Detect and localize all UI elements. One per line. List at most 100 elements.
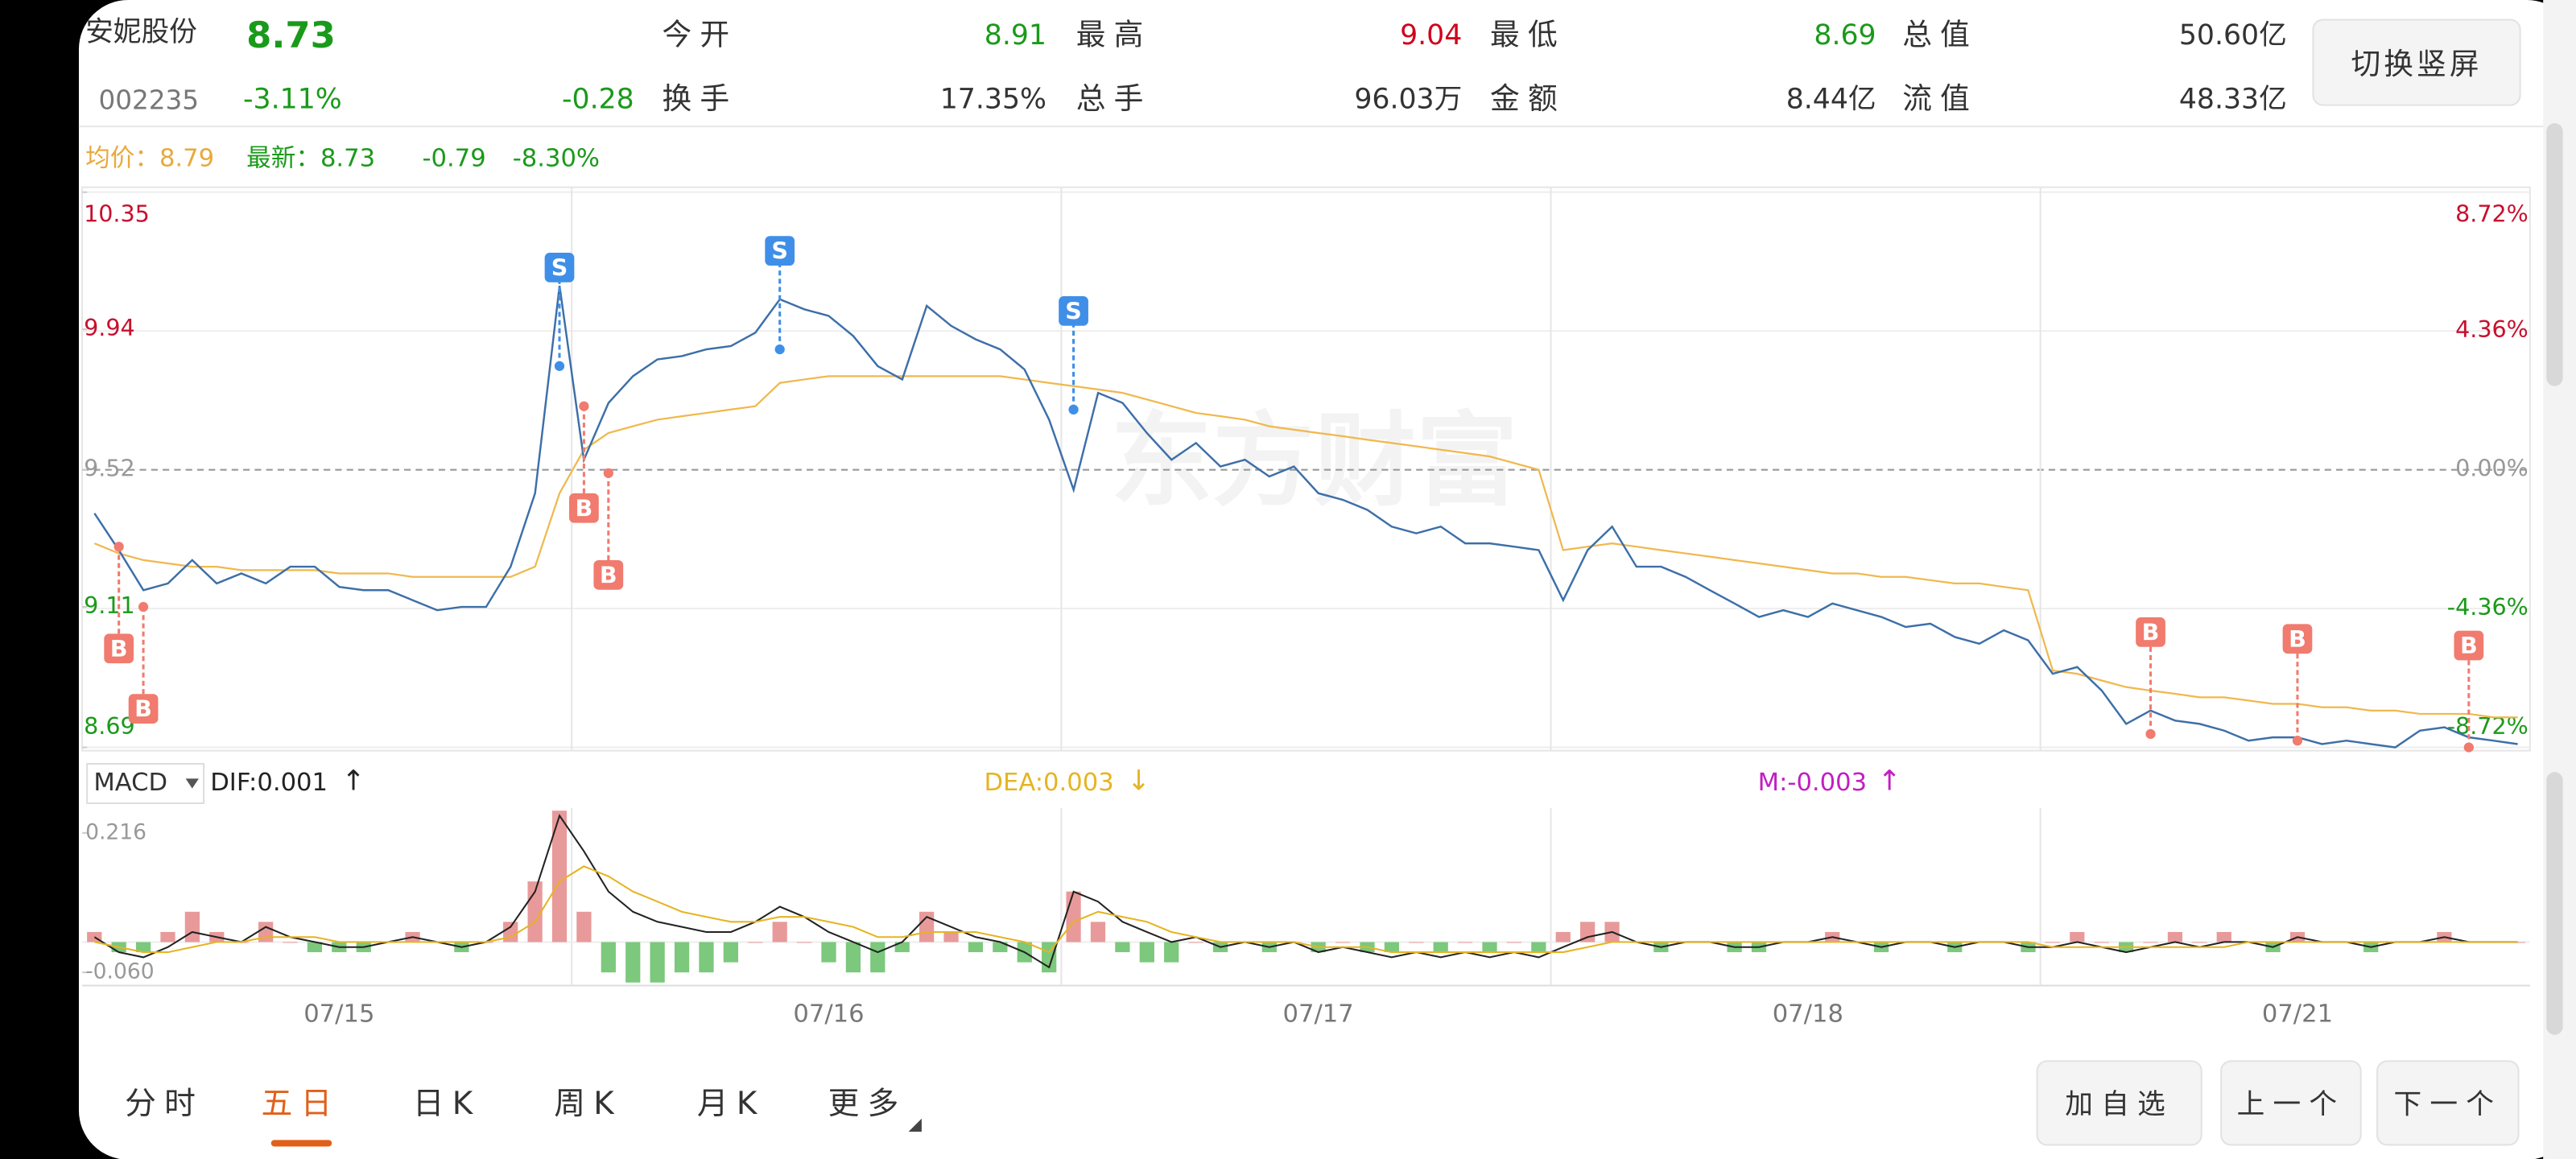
sell-marker-dot [774, 344, 785, 355]
legend-text: 均价：8.79 [85, 144, 214, 172]
buy-marker-badge [2282, 624, 2313, 654]
series-line [93, 375, 2518, 719]
indicator-value: DIF:0.001 [210, 769, 328, 797]
y-tick-label: 9.94 [84, 314, 135, 341]
orientation-button-label[interactable]: 切换竖屏 [2351, 47, 2482, 81]
buy-marker-label: B [2289, 625, 2306, 653]
stock-name: 安妮股份 [85, 16, 197, 48]
stat-value: 8.69 [1814, 19, 1876, 52]
buy-marker-dot [2463, 742, 2474, 753]
macd-bar [870, 942, 886, 973]
tab[interactable]: 分时 [125, 1086, 204, 1122]
tab-underline [270, 1140, 332, 1147]
y-tick-label: 0.216 [85, 819, 147, 844]
y-tick-label: 9.52 [84, 455, 135, 482]
y-tick-label: 10.35 [84, 200, 150, 227]
indicator-name[interactable]: MACD [93, 769, 167, 797]
indicator-value: M:-0.003 [1758, 769, 1867, 797]
action-button[interactable] [2376, 1060, 2520, 1146]
buy-marker-dot [579, 401, 589, 411]
stat-label: 流值 [1902, 81, 1978, 116]
macd-line [94, 865, 2518, 954]
watermark: 东方财富 [1111, 402, 1518, 520]
buy-marker-dot [114, 542, 124, 552]
macd-bar [1433, 942, 1448, 953]
macd-bar [894, 942, 910, 953]
buy-marker-label: B [110, 635, 128, 662]
x-tick-label: 07/15 [303, 1000, 374, 1029]
y2-tick-label: 8.72% [2455, 200, 2529, 227]
indicator-trend: ↑ [341, 765, 365, 797]
y-tick-label: 8.69 [84, 712, 135, 740]
sell-marker-label: S [551, 254, 568, 281]
stock-code: 002235 [98, 85, 199, 116]
action-button[interactable] [2036, 1060, 2202, 1146]
buy-marker-badge [2136, 617, 2165, 647]
legend-text: 最新：8.73 [246, 144, 375, 172]
tab[interactable]: 更多 [828, 1086, 907, 1122]
stat-label: 换手 [662, 81, 737, 116]
macd-bar [135, 942, 151, 953]
action-button-label[interactable]: 下一个 [2393, 1088, 2502, 1120]
macd-line [93, 814, 2518, 969]
macd-bar [160, 931, 175, 942]
buy-marker-badge [104, 633, 134, 664]
stat-label: 金额 [1490, 81, 1566, 116]
stat-label: 总值 [1902, 17, 1978, 52]
sell-marker-label: S [771, 237, 788, 265]
scroll-thumb [2546, 772, 2563, 1035]
stat-label: 总手 [1076, 81, 1152, 116]
x-tick-label: 07/21 [2262, 1000, 2333, 1029]
macd-bar [184, 911, 200, 942]
stat-value: 17.35% [940, 83, 1046, 115]
macd-bar [723, 942, 738, 963]
buy-marker-dot [2145, 728, 2156, 740]
action-button[interactable] [2220, 1060, 2362, 1146]
change-pct: -3.11% [243, 83, 342, 115]
buy-marker-label: B [2460, 632, 2478, 659]
macd-bar [772, 922, 787, 942]
legend-text: -8.30% [513, 144, 600, 172]
stat-value: 50.60亿 [2179, 19, 2287, 52]
buy-marker-badge [128, 694, 159, 724]
buy-marker-label: B [134, 695, 152, 723]
stock-price: 8.73 [246, 14, 336, 56]
orientation-button[interactable] [2312, 19, 2521, 106]
macd-bar [943, 931, 959, 942]
app-surface [78, 0, 2576, 1159]
action-button-label[interactable]: 加自选 [2065, 1088, 2174, 1120]
macd-bar [919, 911, 935, 942]
x-tick-label: 07/16 [793, 1000, 864, 1029]
tab[interactable]: 月K [697, 1086, 766, 1122]
buy-marker-badge [2454, 630, 2484, 661]
macd-bar [601, 942, 616, 973]
buy-marker-badge [569, 493, 599, 523]
macd-bar [1384, 942, 1399, 953]
macd-bar [307, 942, 323, 953]
stat-value: 48.33亿 [2179, 83, 2287, 115]
stat-value: 96.03万 [1354, 83, 1462, 115]
indicator-select[interactable] [86, 762, 205, 804]
tab[interactable]: 五日 [261, 1086, 340, 1122]
buy-marker-label: B [576, 494, 593, 522]
sell-marker-label: S [1065, 297, 1082, 324]
y2-tick-label: 0.00% [2455, 455, 2529, 482]
macd-bar [968, 942, 984, 953]
macd-bar [650, 942, 665, 983]
tab[interactable]: 日K [413, 1086, 481, 1122]
x-tick-label: 07/17 [1283, 1000, 1354, 1029]
sell-marker-badge [1059, 296, 1088, 326]
macd-bar [1531, 942, 1546, 953]
indicator-trend: ↑ [1878, 765, 1901, 797]
buy-marker-dot [138, 601, 149, 612]
buy-marker-label: B [600, 561, 617, 588]
dropdown-caret[interactable] [185, 778, 199, 789]
tab[interactable]: 周K [554, 1086, 622, 1122]
stat-label: 今开 [662, 17, 737, 52]
buy-marker-dot [603, 468, 613, 478]
action-button-label[interactable]: 上一个 [2237, 1088, 2346, 1120]
sell-marker-badge [544, 253, 575, 283]
stat-label: 最高 [1076, 17, 1152, 52]
y2-tick-label: -4.36% [2447, 593, 2529, 621]
